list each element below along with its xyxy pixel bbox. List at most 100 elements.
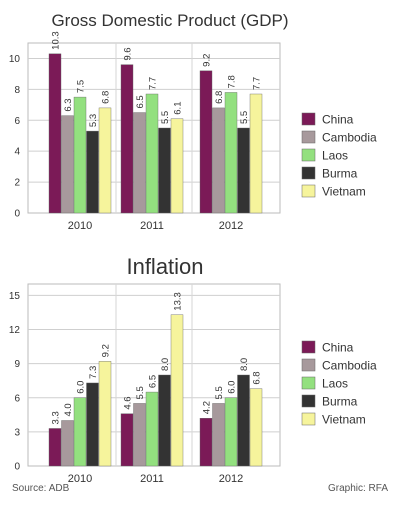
gdp-x-tick-label: 2011 — [140, 220, 164, 232]
source-note: Source: ADB — [12, 483, 70, 494]
gdp-data-label: 6.3 — [63, 98, 74, 111]
inflation-bar — [249, 388, 263, 467]
gdp-data-label: 7.7 — [252, 77, 263, 90]
inflation-data-label: 5.5 — [135, 386, 146, 399]
inflation-data-label: 3.3 — [51, 411, 62, 424]
gdp-data-label: 6.1 — [173, 102, 184, 115]
gdp-y-tick-label: 0 — [14, 209, 20, 220]
gdp-legend-label: Vietnam — [322, 185, 366, 199]
gdp-data-label: 9.2 — [202, 54, 213, 67]
inflation-data-label: 4.6 — [123, 396, 134, 409]
inflation-data-label: 6.8 — [252, 371, 263, 384]
inflation-bar — [48, 428, 62, 467]
gdp-legend-swatch — [301, 130, 316, 144]
inflation-y-tick-label: 12 — [9, 325, 21, 336]
gdp-data-label: 9.6 — [123, 47, 134, 60]
inflation-legend-swatch — [301, 412, 316, 426]
inflation-data-label: 4.2 — [202, 401, 213, 414]
gdp-bar — [145, 93, 159, 214]
inflation-data-label: 8.0 — [160, 358, 171, 371]
inflation-bar — [98, 361, 112, 467]
inflation-legend-swatch — [301, 340, 316, 354]
inflation-x-tick-label: 2010 — [68, 473, 92, 485]
inflation-bar — [158, 374, 171, 467]
inflation-legend-label: Laos — [322, 377, 348, 391]
inflation-legend-label: Cambodia — [322, 359, 377, 373]
inflation-legend-label: Vietnam — [322, 413, 366, 427]
inflation-bar — [170, 314, 184, 467]
gdp-y-tick-label: 8 — [14, 85, 20, 96]
gdp-legend-swatch — [301, 166, 316, 180]
inflation-bar — [237, 374, 250, 467]
inflation-x-tick-label: 2011 — [140, 473, 164, 485]
gdp-bar — [170, 118, 184, 214]
gdp-data-label: 7.7 — [148, 77, 159, 90]
inflation-legend-label: Burma — [322, 395, 358, 409]
gdp-bar — [61, 115, 74, 214]
gdp-data-label: 5.3 — [88, 114, 99, 127]
inflation-bar — [224, 397, 238, 467]
gdp-x-tick-label: 2012 — [219, 220, 243, 232]
gdp-y-tick-label: 2 — [14, 178, 20, 189]
inflation-y-tick-label: 9 — [14, 359, 20, 370]
gdp-data-label: 6.5 — [135, 95, 146, 108]
inflation-data-label: 13.3 — [173, 292, 184, 311]
gdp-bar — [133, 112, 146, 214]
inflation-data-label: 8.0 — [239, 358, 250, 371]
inflation-bar — [133, 403, 146, 467]
gdp-data-label: 5.5 — [239, 111, 250, 124]
gdp-legend-swatch — [301, 148, 316, 162]
inflation-legend-swatch — [301, 376, 316, 390]
inflation-data-label: 6.0 — [76, 381, 87, 394]
inflation-chart: Inflation036912153.34.06.07.39.220104.65… — [9, 254, 377, 485]
inflation-bar — [120, 413, 134, 467]
inflation-bar — [73, 397, 87, 467]
gdp-y-tick-label: 4 — [14, 147, 20, 158]
graphic-credit: Graphic: RFA — [327, 483, 388, 494]
gdp-bar — [224, 92, 238, 214]
gdp-bar — [98, 107, 112, 214]
gdp-data-label: 5.5 — [160, 111, 171, 124]
gdp-data-label: 6.8 — [101, 91, 112, 104]
inflation-legend-swatch — [301, 358, 316, 372]
inflation-bar — [212, 403, 225, 467]
gdp-bar — [86, 130, 99, 214]
gdp-bar — [158, 127, 171, 214]
inflation-bar — [199, 418, 213, 467]
gdp-bar — [199, 70, 213, 214]
inflation-data-label: 9.2 — [101, 344, 112, 357]
gdp-bar — [48, 53, 62, 214]
gdp-data-label: 10.3 — [51, 31, 62, 50]
gdp-y-tick-label: 6 — [14, 116, 20, 127]
gdp-data-label: 7.5 — [76, 80, 87, 93]
gdp-legend-label: Cambodia — [322, 131, 377, 145]
gdp-x-tick-label: 2010 — [68, 220, 92, 232]
gdp-bar — [120, 64, 134, 214]
gdp-legend-label: Burma — [322, 167, 358, 181]
inflation-y-tick-label: 15 — [9, 291, 21, 302]
inflation-data-label: 7.3 — [88, 366, 99, 379]
inflation-data-label: 4.0 — [63, 403, 74, 416]
inflation-data-label: 6.0 — [227, 381, 238, 394]
inflation-title: Inflation — [126, 254, 203, 279]
gdp-y-tick-label: 10 — [9, 54, 21, 65]
inflation-legend-swatch — [301, 394, 316, 408]
inflation-y-tick-label: 6 — [14, 393, 20, 404]
gdp-legend-label: Laos — [322, 149, 348, 163]
gdp-legend-swatch — [301, 112, 316, 126]
gdp-data-label: 7.8 — [227, 75, 238, 88]
gdp-bar — [73, 96, 87, 214]
inflation-legend-label: China — [322, 341, 354, 355]
gdp-bar — [249, 93, 263, 214]
gdp-data-label: 6.8 — [214, 91, 225, 104]
inflation-bar — [61, 420, 74, 467]
gdp-legend-label: China — [322, 113, 354, 127]
gdp-title: Gross Domestic Product (GDP) — [51, 11, 288, 30]
inflation-data-label: 5.5 — [214, 386, 225, 399]
inflation-data-label: 6.5 — [148, 375, 159, 388]
gdp-bar — [237, 127, 250, 214]
gdp-legend-swatch — [301, 184, 316, 198]
inflation-bar — [86, 382, 99, 467]
